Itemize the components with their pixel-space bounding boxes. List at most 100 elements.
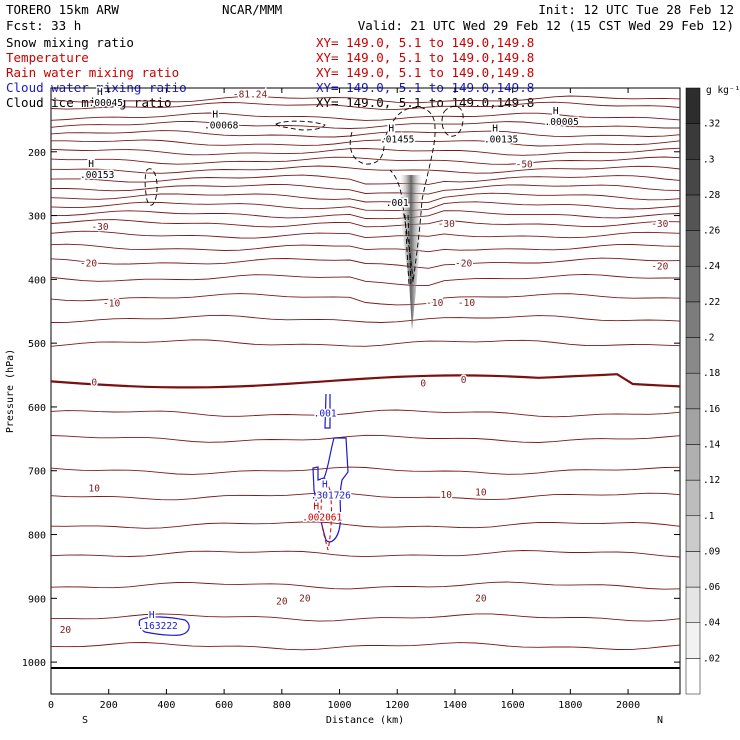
ice-contour-tube (275, 120, 326, 131)
colorbar-tick-label: .16 (703, 404, 720, 415)
max-marker-h: H (553, 106, 559, 117)
max-value-label: .163222 (138, 621, 178, 632)
isotherm-line (50, 243, 681, 253)
temperature-label: -10 (426, 298, 443, 309)
isotherm-line (50, 550, 681, 558)
max-marker-h: H (492, 123, 498, 134)
max-marker-h: H (88, 159, 94, 170)
cloud-water-core (312, 437, 349, 543)
colorbar-segment (685, 87, 701, 124)
max-value-label: .00045 (89, 98, 123, 109)
temperature-label: 20 (475, 593, 487, 604)
colorbar-tick-label: .06 (703, 582, 720, 593)
x-axis-label: Distance (km) (326, 715, 404, 726)
legend-name-snow: Snow mixing ratio (6, 35, 134, 50)
colorbar-tick-label: .28 (703, 190, 720, 201)
org-label: NCAR/MMM (222, 2, 282, 17)
max-value-label: .00135 (484, 134, 518, 145)
colorbar-tick-label: .04 (703, 618, 720, 629)
temperature-label: 20 (276, 597, 288, 608)
colorbar-segment (685, 337, 701, 374)
isotherm-line (51, 613, 681, 622)
colorbar: .02 .04 .06 .09 .1 .12 .14 .16 .18 .2 .22 .24 .26 .28… (685, 87, 720, 695)
isotherm-line (50, 112, 681, 121)
x-tick-label: 1600 (501, 700, 525, 711)
ice-contour-anvil (349, 106, 436, 283)
temperature-label: 0 (420, 378, 426, 389)
temperature-label: -81.24 (233, 89, 268, 100)
isotherm-line (50, 230, 681, 239)
cloud-water-contours (138, 393, 349, 636)
colorbar-segment (685, 658, 701, 695)
legend-xy-temperature: XY= 149.0, 5.1 to 149.0,149.8 (316, 50, 534, 65)
colorbar-segment (685, 551, 701, 588)
cloud-water-lower (138, 616, 190, 636)
isotherm-line (50, 434, 681, 443)
x-tick-label: 0 (48, 700, 54, 711)
y-tick-label: 1000 (22, 658, 46, 669)
cloud-water-upper (324, 393, 331, 429)
isotherm-line (51, 139, 681, 147)
isotherm-line (50, 201, 681, 212)
max-marker-h: H (212, 109, 218, 120)
isotherm-line (50, 95, 681, 104)
max-marker-h: H (149, 610, 155, 621)
colorbar-segment (685, 159, 701, 196)
legend-name-rain: Rain water mixing ratio (6, 65, 179, 80)
x-axis-north-label: N (657, 715, 663, 726)
isotherm-line (50, 101, 681, 110)
max-value-label: .301726 (311, 490, 351, 501)
snow-shading (398, 175, 424, 330)
colorbar-tick-label: .24 (703, 261, 720, 272)
field-legend: Snow mixing ratio XY= 149.0, 5.1 to 149.… (6, 35, 534, 110)
colorbar-segment (685, 515, 701, 552)
temperature-label: 20 (299, 593, 311, 604)
max-marker-h: H (313, 502, 319, 513)
colorbar-segment (685, 586, 701, 623)
temperature-label: -20 (455, 258, 472, 269)
ice-contour-right (441, 105, 464, 137)
forecast-hour: Fcst: 33 h (6, 18, 81, 33)
ice-contour-left (144, 168, 158, 206)
model-title: TORERO 15km ARW (6, 2, 119, 17)
temperature-label: 0 (91, 378, 97, 389)
isotherm-line (50, 314, 681, 323)
x-tick-label: 1800 (558, 700, 582, 711)
y-tick-label: 600 (28, 403, 46, 414)
y-tick-label: 400 (28, 275, 46, 286)
legend-xy-snow: XY= 149.0, 5.1 to 149.0,149.8 (316, 35, 534, 50)
y-tick-label: 200 (28, 148, 46, 159)
max-value-label: .00153 (80, 170, 114, 181)
isotherm-line (50, 492, 681, 501)
isotherm-line (50, 466, 681, 475)
isotherm-zero (50, 373, 681, 389)
isotherm-line (50, 219, 681, 228)
colorbar-segment (685, 123, 701, 160)
colorbar-segment (685, 230, 701, 267)
isotherm-line (50, 147, 681, 156)
legend-name-temperature: Temperature (6, 50, 89, 65)
colorbar-segment (685, 479, 701, 517)
max-value-label: .001 (386, 198, 409, 209)
temperature-label: -20 (80, 258, 97, 269)
x-axis-south-label: S (82, 715, 88, 726)
temperature-labels: -81.24 -50 -30 -30 -30 -20 -20 -20 -10 -10 -10 0 0 0 1… (58, 88, 670, 638)
isotherm-line (50, 120, 680, 129)
colorbar-segment (685, 408, 701, 445)
isotherm-line (50, 273, 681, 287)
isotherm-line (50, 581, 681, 590)
temperature-label: -30 (651, 219, 668, 230)
colorbar-segment (685, 194, 701, 231)
x-tick-label: 600 (215, 700, 233, 711)
temperature-label: -10 (103, 299, 120, 310)
isotherm-lines (50, 95, 681, 651)
max-value-label: .002061 (302, 513, 342, 524)
cloud-ice-contours (144, 105, 464, 287)
isotherm-line (50, 257, 681, 269)
colorbar-tick-label: .14 (703, 439, 720, 450)
x-tick-label: 200 (100, 700, 118, 711)
colorbar-tick-label: .1 (703, 511, 715, 522)
isotherm-line (50, 339, 681, 347)
